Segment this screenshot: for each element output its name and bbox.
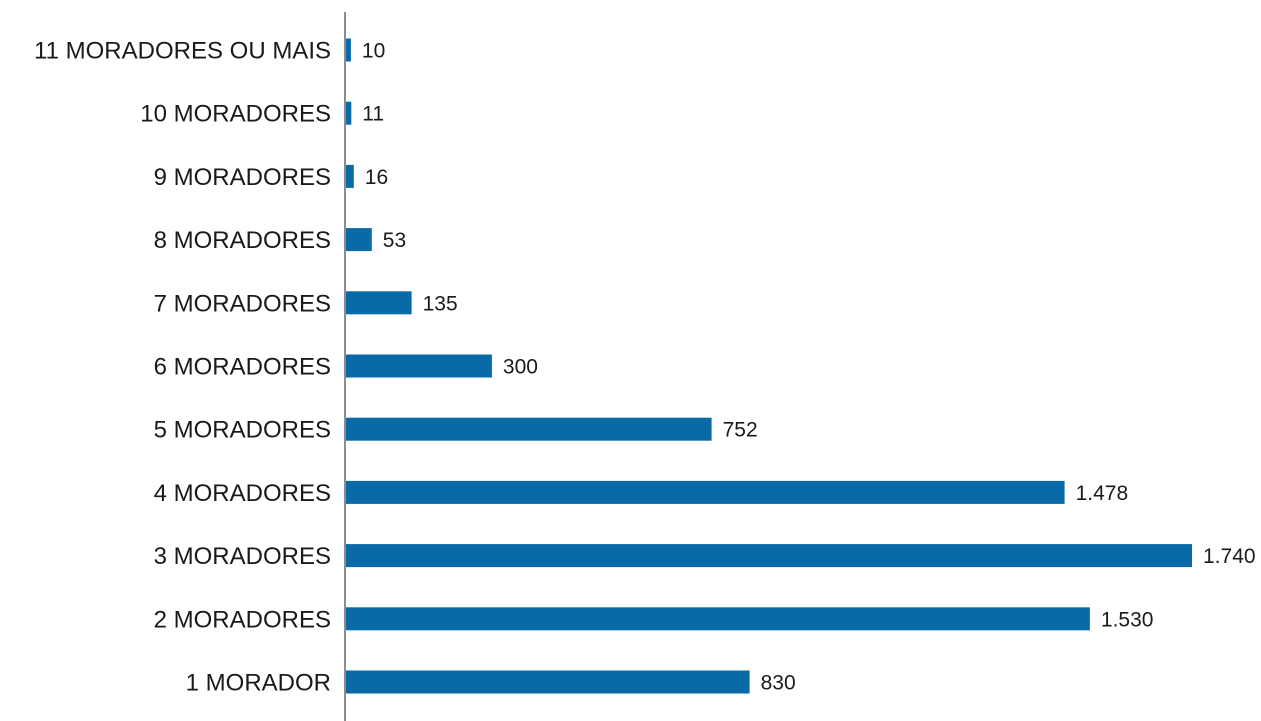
bar-6 bbox=[346, 354, 492, 378]
value-label: 300 bbox=[503, 356, 538, 379]
value-label: 1.740 bbox=[1203, 545, 1256, 568]
category-label: 10 MORADORES bbox=[140, 101, 331, 128]
category-label: 11 MORADORES OU MAIS bbox=[34, 38, 331, 65]
category-label: 2 MORADORES bbox=[154, 606, 331, 633]
value-label: 11 bbox=[362, 103, 384, 126]
value-label: 1.478 bbox=[1076, 482, 1129, 505]
bar-1 bbox=[346, 38, 351, 62]
category-label: 8 MORADORES bbox=[154, 227, 331, 254]
labels-layer: 11 MORADORES OU MAIS 10 10 MORADORES 11 9 MO… bbox=[34, 38, 1256, 697]
bars-layer bbox=[346, 38, 1192, 694]
value-label: 752 bbox=[723, 419, 758, 442]
category-label: 6 MORADORES bbox=[154, 354, 331, 381]
value-label: 16 bbox=[365, 166, 388, 189]
category-label: 3 MORADORES bbox=[154, 543, 331, 570]
category-label: 4 MORADORES bbox=[154, 480, 331, 507]
category-label: 7 MORADORES bbox=[154, 290, 331, 317]
bar-5 bbox=[346, 291, 412, 315]
bar-2 bbox=[346, 101, 352, 125]
bar-3 bbox=[346, 164, 354, 188]
bar-4 bbox=[346, 228, 372, 252]
value-label: 135 bbox=[423, 292, 458, 315]
category-label: 1 MORADOR bbox=[186, 670, 331, 697]
value-label: 10 bbox=[362, 40, 385, 63]
value-label: 53 bbox=[383, 229, 406, 252]
bar-9 bbox=[346, 544, 1192, 568]
category-label: 9 MORADORES bbox=[154, 164, 331, 191]
value-label: 1.530 bbox=[1101, 608, 1154, 631]
bar-8 bbox=[346, 480, 1065, 504]
bar-11 bbox=[346, 670, 750, 694]
category-label: 5 MORADORES bbox=[154, 417, 331, 444]
value-label: 830 bbox=[761, 672, 796, 695]
bar-7 bbox=[346, 417, 712, 441]
bar-10 bbox=[346, 607, 1090, 631]
